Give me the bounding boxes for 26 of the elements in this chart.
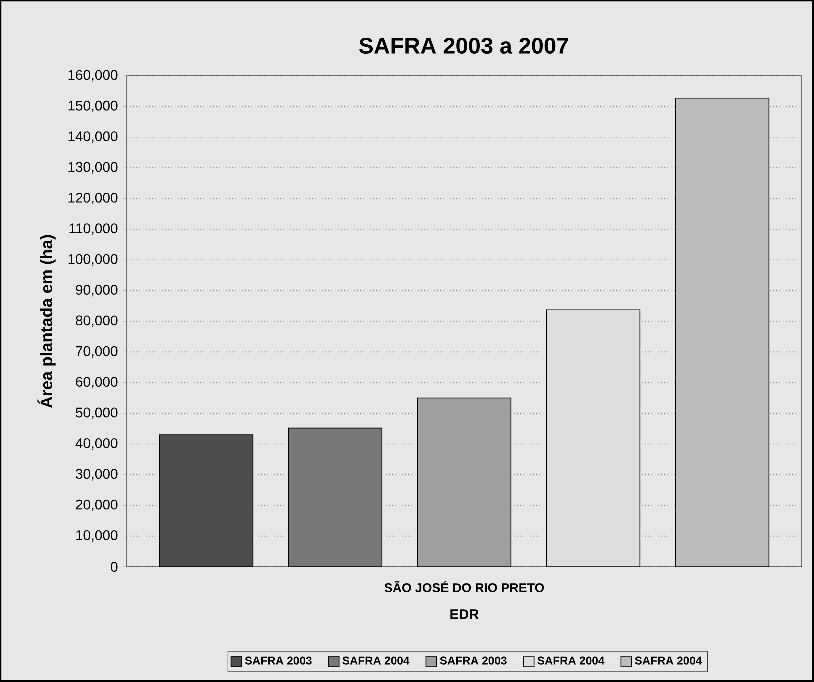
y-tick-label: 40,000 [76, 438, 118, 450]
legend-label: SAFRA 2004 [342, 656, 410, 665]
y-tick-label: 150,000 [68, 100, 118, 112]
y-tick-label: 60,000 [76, 377, 118, 389]
y-tick-label: 130,000 [68, 162, 118, 174]
y-tick-label: 70,000 [76, 346, 118, 358]
y-tick-label: 110,000 [70, 224, 118, 236]
y-tick-label: 90,000 [76, 285, 118, 297]
y-tick-label: 100,000 [68, 254, 118, 266]
chart-title: SAFRA 2003 a 2007 [359, 38, 568, 54]
legend-label: SAFRA 2003 [440, 656, 507, 665]
x-tick-label: SÃO JOSÉ DO RIO PRETO [384, 581, 544, 592]
y-axis-title: Área plantada em (ha) [38, 235, 56, 408]
y-tick-label: 30,000 [76, 469, 118, 481]
legend-label: SAFRA 2003 [245, 656, 312, 665]
y-tick-label: 120,000 [68, 192, 118, 205]
y-tick-label: 0 [111, 562, 118, 572]
y-tick-label: 20,000 [76, 500, 118, 512]
y-tick-label: 160,000 [68, 70, 118, 82]
y-tick-label: 50,000 [76, 408, 118, 420]
legend-label: SAFRA 2004 [538, 656, 605, 665]
y-tick-label: 10,000 [76, 530, 118, 542]
x-axis-title: EDR [450, 610, 479, 620]
y-tick-label: 140,000 [68, 132, 118, 144]
legend-label: SAFRA 2004 [635, 656, 702, 665]
y-tick-label: 80,000 [76, 316, 118, 328]
